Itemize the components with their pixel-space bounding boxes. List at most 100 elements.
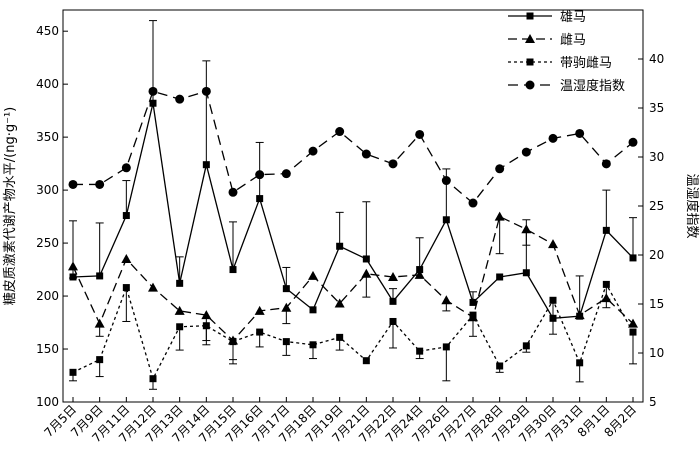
data-point (574, 310, 585, 320)
data-point (254, 305, 265, 315)
data-point (309, 306, 317, 314)
legend-label: 雄马 (560, 10, 586, 25)
data-point (416, 347, 424, 355)
data-point (629, 254, 637, 262)
y-right-tick-label: 30 (649, 150, 664, 164)
data-point (602, 226, 610, 234)
y-right-tick-label: 25 (649, 199, 664, 213)
data-point (176, 279, 184, 287)
data-point (575, 128, 585, 138)
data-point (629, 328, 637, 336)
series-layer (68, 20, 638, 390)
data-point (174, 305, 185, 315)
data-point (202, 161, 210, 169)
y-right-tick-label: 10 (649, 346, 664, 360)
data-point (336, 242, 344, 250)
data-point (148, 86, 158, 96)
data-point (309, 341, 317, 349)
data-point (601, 159, 611, 169)
data-point (201, 86, 211, 96)
data-point (495, 164, 505, 174)
data-point (576, 359, 584, 367)
data-point (149, 375, 157, 383)
data-point (388, 271, 398, 281)
data-point (335, 127, 345, 137)
data-point (122, 284, 130, 292)
data-point (334, 298, 345, 308)
plot-frame (62, 9, 644, 403)
y-left-tick-label: 100 (36, 395, 59, 409)
y-right-tick-label: 15 (649, 297, 664, 311)
data-point (362, 255, 370, 263)
data-point (202, 322, 210, 330)
series-1 (68, 211, 638, 365)
data-point (282, 338, 290, 346)
data-point (441, 295, 452, 305)
y-right-tick-label: 20 (649, 248, 664, 262)
data-point (416, 266, 424, 274)
data-point (255, 170, 265, 180)
legend-label: 温湿度指数 (560, 78, 625, 94)
data-point (175, 94, 185, 104)
data-point (228, 187, 238, 197)
y-right-tick-label: 5 (649, 395, 657, 409)
y-left-tick-label: 150 (36, 342, 59, 356)
data-point (69, 368, 77, 376)
data-point (121, 253, 132, 263)
data-point (415, 129, 425, 139)
data-point (388, 159, 398, 169)
data-point (149, 99, 157, 107)
data-point (68, 179, 78, 189)
legend-marker (526, 58, 534, 66)
legend-marker (526, 12, 534, 20)
data-point (548, 239, 558, 249)
data-point (281, 302, 292, 312)
data-point (94, 318, 105, 328)
data-point (496, 273, 504, 281)
data-point (201, 310, 212, 320)
data-point (282, 285, 290, 293)
series-0 (69, 20, 637, 322)
series-line (72, 215, 634, 342)
data-point (389, 297, 397, 305)
data-point (96, 356, 104, 364)
data-point (121, 163, 131, 173)
data-point (628, 318, 638, 328)
data-point (521, 147, 531, 157)
legend-marker (525, 80, 535, 90)
y-right-tick-label: 35 (649, 101, 664, 115)
data-point (256, 328, 264, 336)
data-point (362, 357, 370, 365)
data-point (442, 343, 450, 351)
data-point (522, 269, 530, 277)
series-2 (69, 280, 637, 390)
y-left-tick-label: 200 (36, 289, 59, 303)
data-point (96, 272, 104, 280)
series-line (72, 282, 634, 381)
data-point (522, 342, 530, 350)
series-line (73, 90, 634, 204)
data-point (494, 211, 505, 221)
data-point (442, 216, 450, 224)
y-left-tick-label: 350 (36, 130, 59, 144)
y-left-tick-label: 450 (36, 24, 59, 38)
y-right-axis-title: 温湿度指数 (684, 173, 700, 238)
legend-marker (525, 34, 535, 43)
y-right-tick-label: 40 (649, 52, 664, 66)
data-point (496, 362, 504, 370)
data-point (521, 224, 532, 234)
data-point (148, 282, 158, 292)
legend-label: 带驹雌马 (560, 55, 612, 71)
data-point (602, 280, 610, 288)
y-left-tick-label: 250 (36, 236, 59, 250)
data-point (441, 176, 451, 186)
data-point (308, 146, 318, 156)
data-point (336, 333, 344, 341)
data-point (229, 266, 237, 274)
data-point (281, 169, 291, 179)
y-left-tick-label: 300 (36, 183, 59, 197)
data-point (122, 212, 130, 220)
data-point (308, 270, 318, 280)
legend-label: 雌马 (560, 32, 586, 48)
